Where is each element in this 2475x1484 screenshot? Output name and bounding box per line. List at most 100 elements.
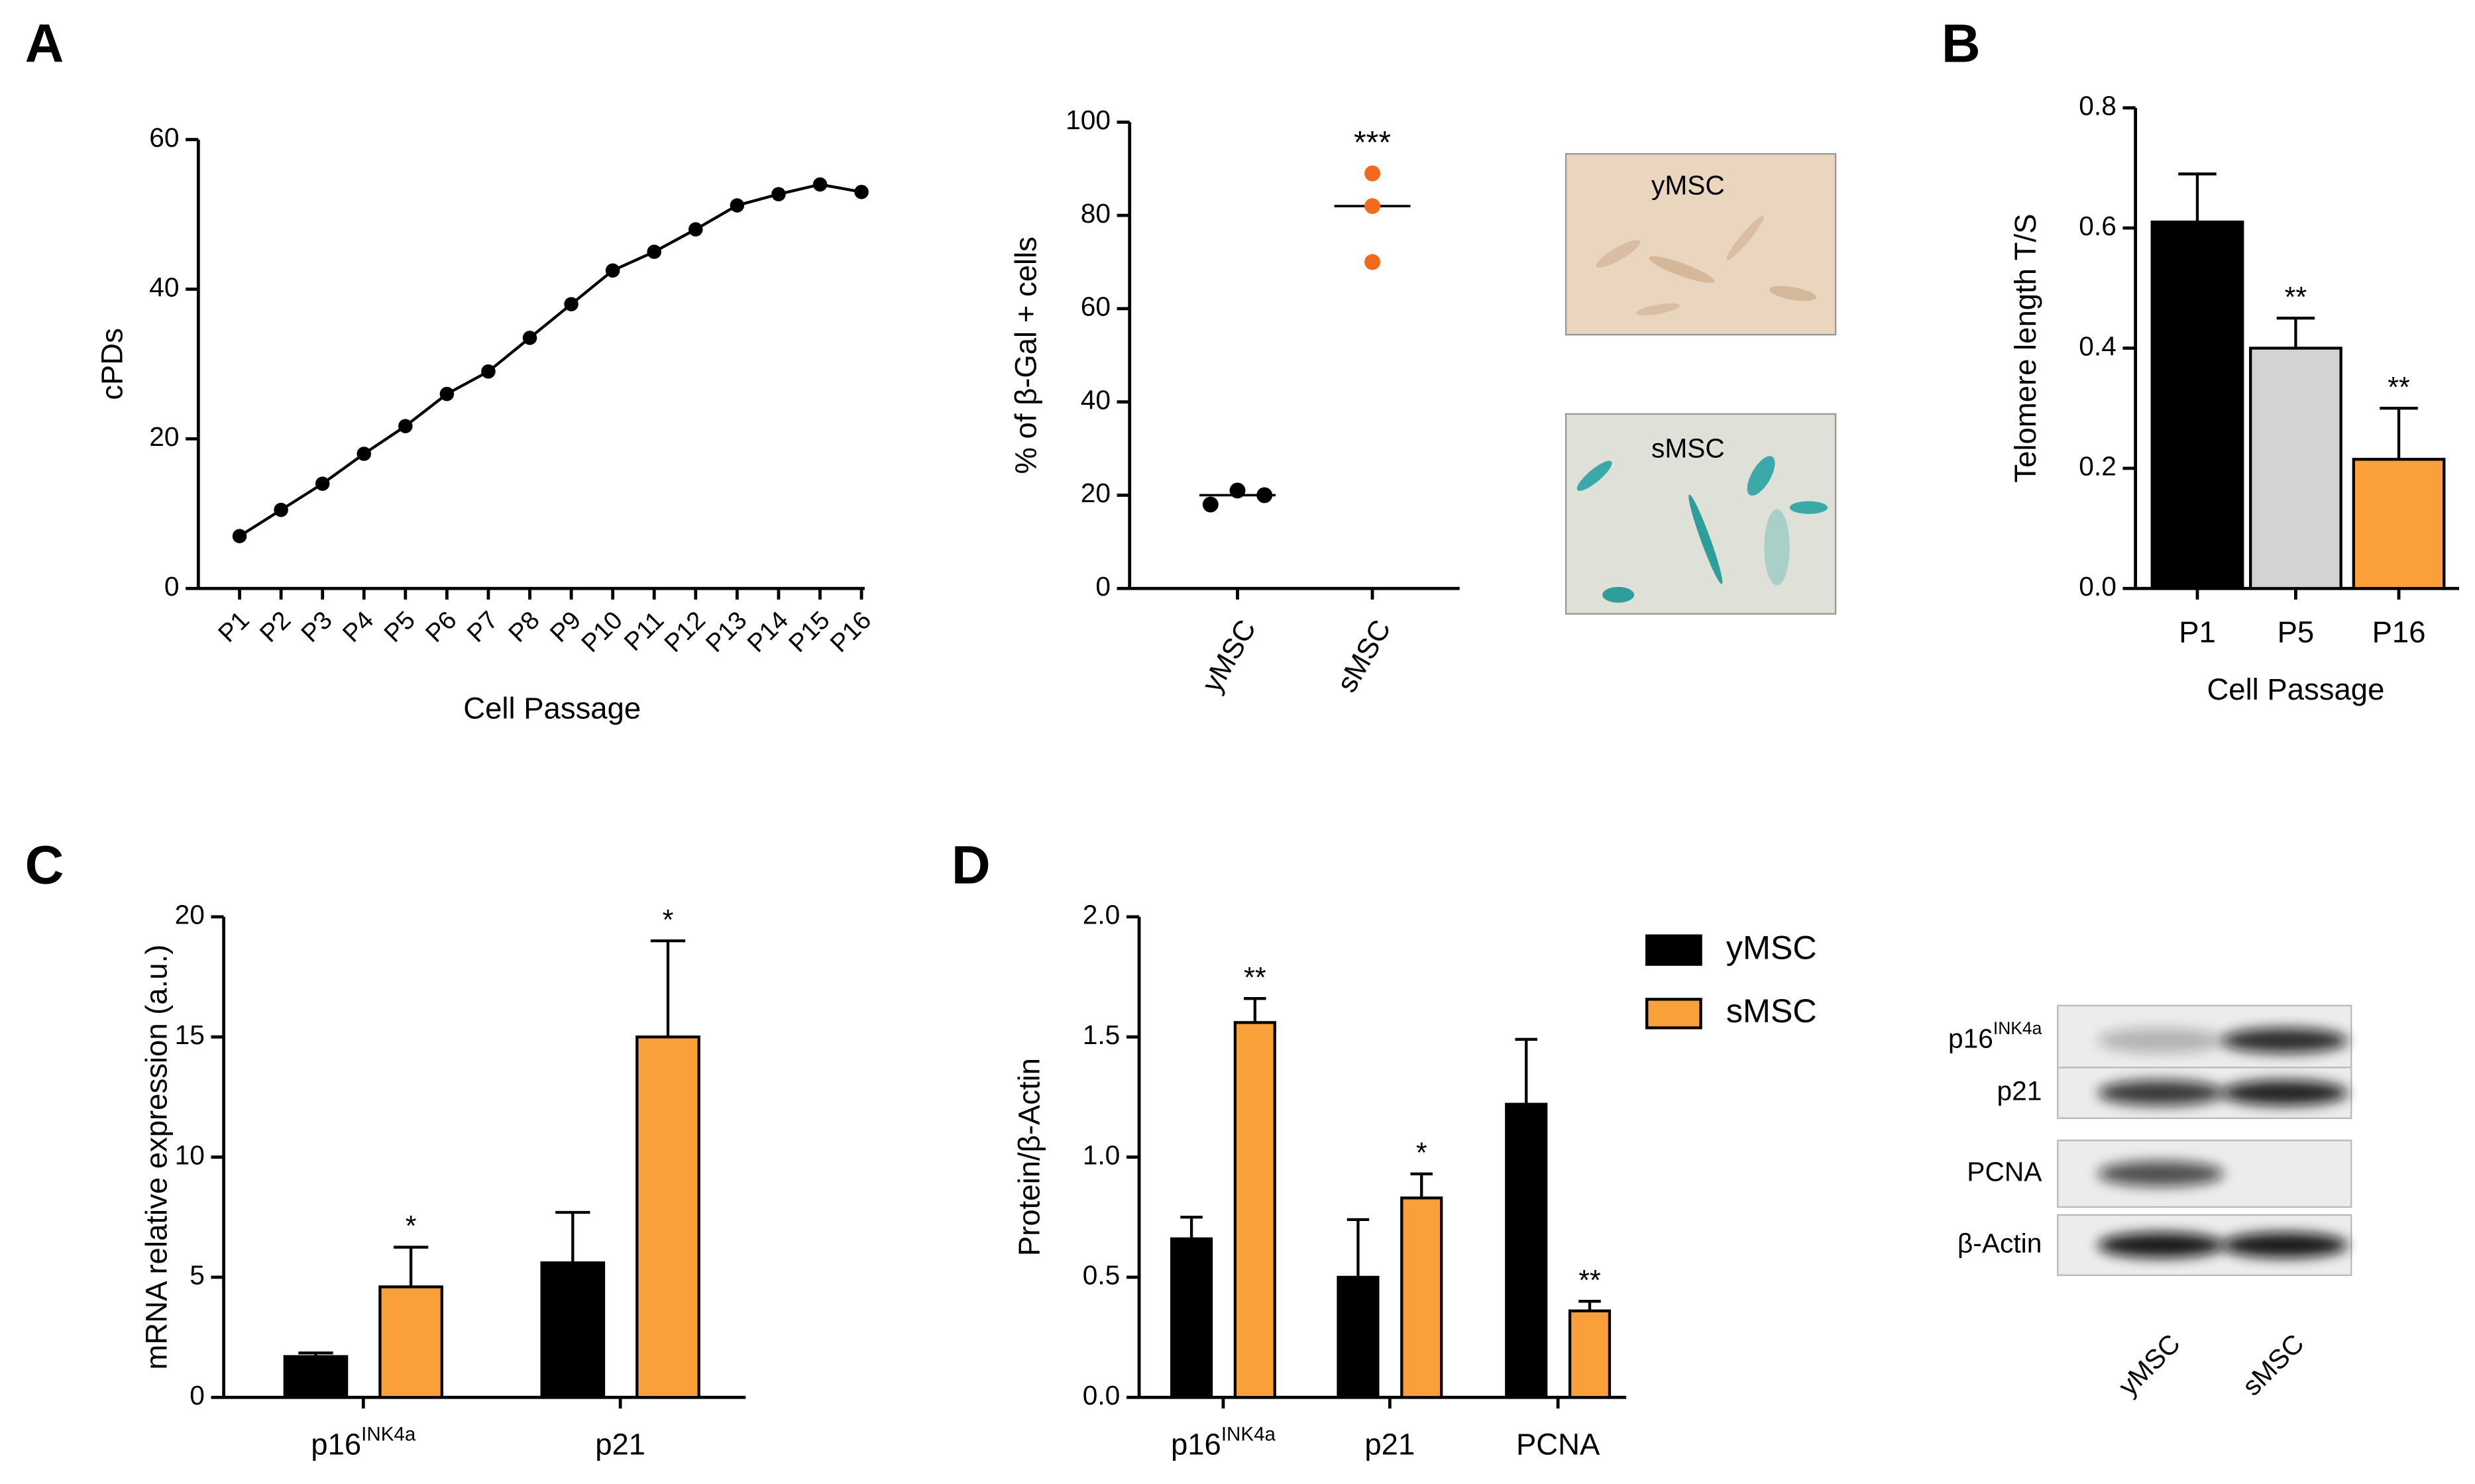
bar <box>1170 1237 1213 1399</box>
x-tick-label: P5 <box>378 606 421 648</box>
x-tick-label: P2 <box>254 606 297 648</box>
label-text: β-Actin <box>1957 1228 2042 1258</box>
bar <box>540 1261 606 1399</box>
bar <box>378 1285 443 1399</box>
legend-swatch <box>1645 998 1702 1030</box>
y-tick-label: 100 <box>1066 105 1111 135</box>
label-text: p16 <box>1948 1023 1993 1053</box>
point <box>647 244 662 259</box>
blot-row-label: β-Actin <box>1957 1228 2042 1258</box>
superscript: INK4a <box>361 1424 416 1446</box>
point <box>1256 487 1273 504</box>
point <box>564 297 578 311</box>
bar <box>1505 1102 1548 1399</box>
superscript: INK4a <box>1993 1018 2042 1038</box>
x-tick-label: P1 <box>213 606 255 648</box>
blot-band <box>2097 1232 2225 1258</box>
label-text: p16 <box>1171 1428 1221 1461</box>
x-tick-label: sMSC <box>1331 615 1397 698</box>
bar <box>635 1035 700 1399</box>
point <box>315 476 330 491</box>
blot-band <box>2221 1232 2348 1258</box>
y-tick-label: 1.5 <box>1083 1020 1121 1050</box>
point <box>1364 198 1380 215</box>
superscript: INK4a <box>1221 1424 1276 1446</box>
point <box>481 364 496 379</box>
x-tick-label: P4 <box>337 606 380 648</box>
significance: * <box>663 904 674 936</box>
x-tick-label: P6 <box>420 606 463 648</box>
y-tick-label: 0 <box>1095 571 1111 602</box>
point <box>1364 254 1380 270</box>
x-tick-label: P10 <box>576 606 628 658</box>
blot-column-label: sMSC <box>2236 1328 2310 1402</box>
point <box>854 184 869 199</box>
x-tick-label: yMSC <box>1196 615 1262 698</box>
point <box>1364 165 1380 182</box>
blot-column-label: yMSC <box>2113 1328 2186 1402</box>
blot-band <box>2221 1028 2348 1053</box>
significance: ** <box>1578 1265 1601 1297</box>
label-text: p21 <box>1997 1075 2042 1106</box>
point <box>232 529 247 543</box>
y-tick-label: 20 <box>149 421 179 452</box>
label-text: p21 <box>595 1428 645 1461</box>
x-axis-title: Cell Passage <box>2207 672 2384 706</box>
point <box>398 419 413 433</box>
bar <box>2249 346 2342 590</box>
x-tick-label: P11 <box>619 606 670 657</box>
point <box>605 263 620 278</box>
x-tick-label: PCNA <box>1516 1428 1600 1461</box>
y-tick-label: 20 <box>1081 478 1111 508</box>
label-text: PCNA <box>1967 1156 2042 1187</box>
y-tick-label: 0 <box>164 571 180 602</box>
label-text: PCNA <box>1516 1428 1600 1461</box>
legend-label: sMSC <box>1726 992 1817 1030</box>
bar <box>1568 1309 1612 1399</box>
point <box>522 331 537 345</box>
bar <box>2352 458 2446 590</box>
significance: * <box>1416 1138 1427 1169</box>
point <box>688 222 703 237</box>
y-tick-label: 0.2 <box>2079 451 2117 482</box>
blot-band <box>2097 1161 2225 1187</box>
y-axis-title: cPDs <box>95 328 129 400</box>
y-tick-label: 20 <box>175 900 205 930</box>
blot-band <box>2221 1080 2348 1106</box>
x-tick-label: P1 <box>2179 615 2216 649</box>
y-tick-label: 0.5 <box>1083 1260 1121 1291</box>
y-tick-label: 0.0 <box>2079 571 2117 602</box>
y-axis-title: % of β-Gal + cells <box>1009 237 1042 474</box>
x-tick-label: P14 <box>742 606 794 658</box>
point <box>1229 482 1246 499</box>
y-tick-label: 1.0 <box>1083 1140 1121 1170</box>
y-tick-label: 15 <box>175 1020 205 1050</box>
point <box>274 502 288 517</box>
y-axis-title: Telomere length T/S <box>2008 213 2042 482</box>
micrograph-label: yMSC <box>1651 170 1725 200</box>
blot-row-label: p16INK4a <box>1948 1018 2042 1054</box>
label-text: p16 <box>311 1428 361 1461</box>
blot-row-label: p21 <box>1997 1075 2042 1106</box>
x-tick-label: P3 <box>296 606 338 648</box>
point <box>730 198 745 213</box>
point <box>357 447 372 461</box>
blot-band <box>2097 1080 2225 1106</box>
significance: ** <box>2285 282 2307 313</box>
y-tick-label: 0.4 <box>2079 331 2117 361</box>
y-tick-label: 10 <box>175 1140 205 1170</box>
x-tick-label: P16 <box>2372 615 2426 649</box>
y-tick-label: 40 <box>1081 384 1111 415</box>
y-tick-label: 0 <box>190 1380 205 1410</box>
significance: * <box>406 1210 417 1242</box>
x-tick-label: P8 <box>503 606 545 648</box>
bar <box>2150 220 2244 590</box>
y-axis-title: mRNA relative expression (a.u.) <box>139 945 173 1370</box>
bar <box>1233 1021 1276 1399</box>
y-tick-label: 0.8 <box>2079 91 2117 121</box>
micrograph-label: sMSC <box>1651 433 1725 464</box>
y-tick-label: 0.0 <box>1083 1380 1121 1410</box>
x-tick-label: P5 <box>2278 615 2315 649</box>
